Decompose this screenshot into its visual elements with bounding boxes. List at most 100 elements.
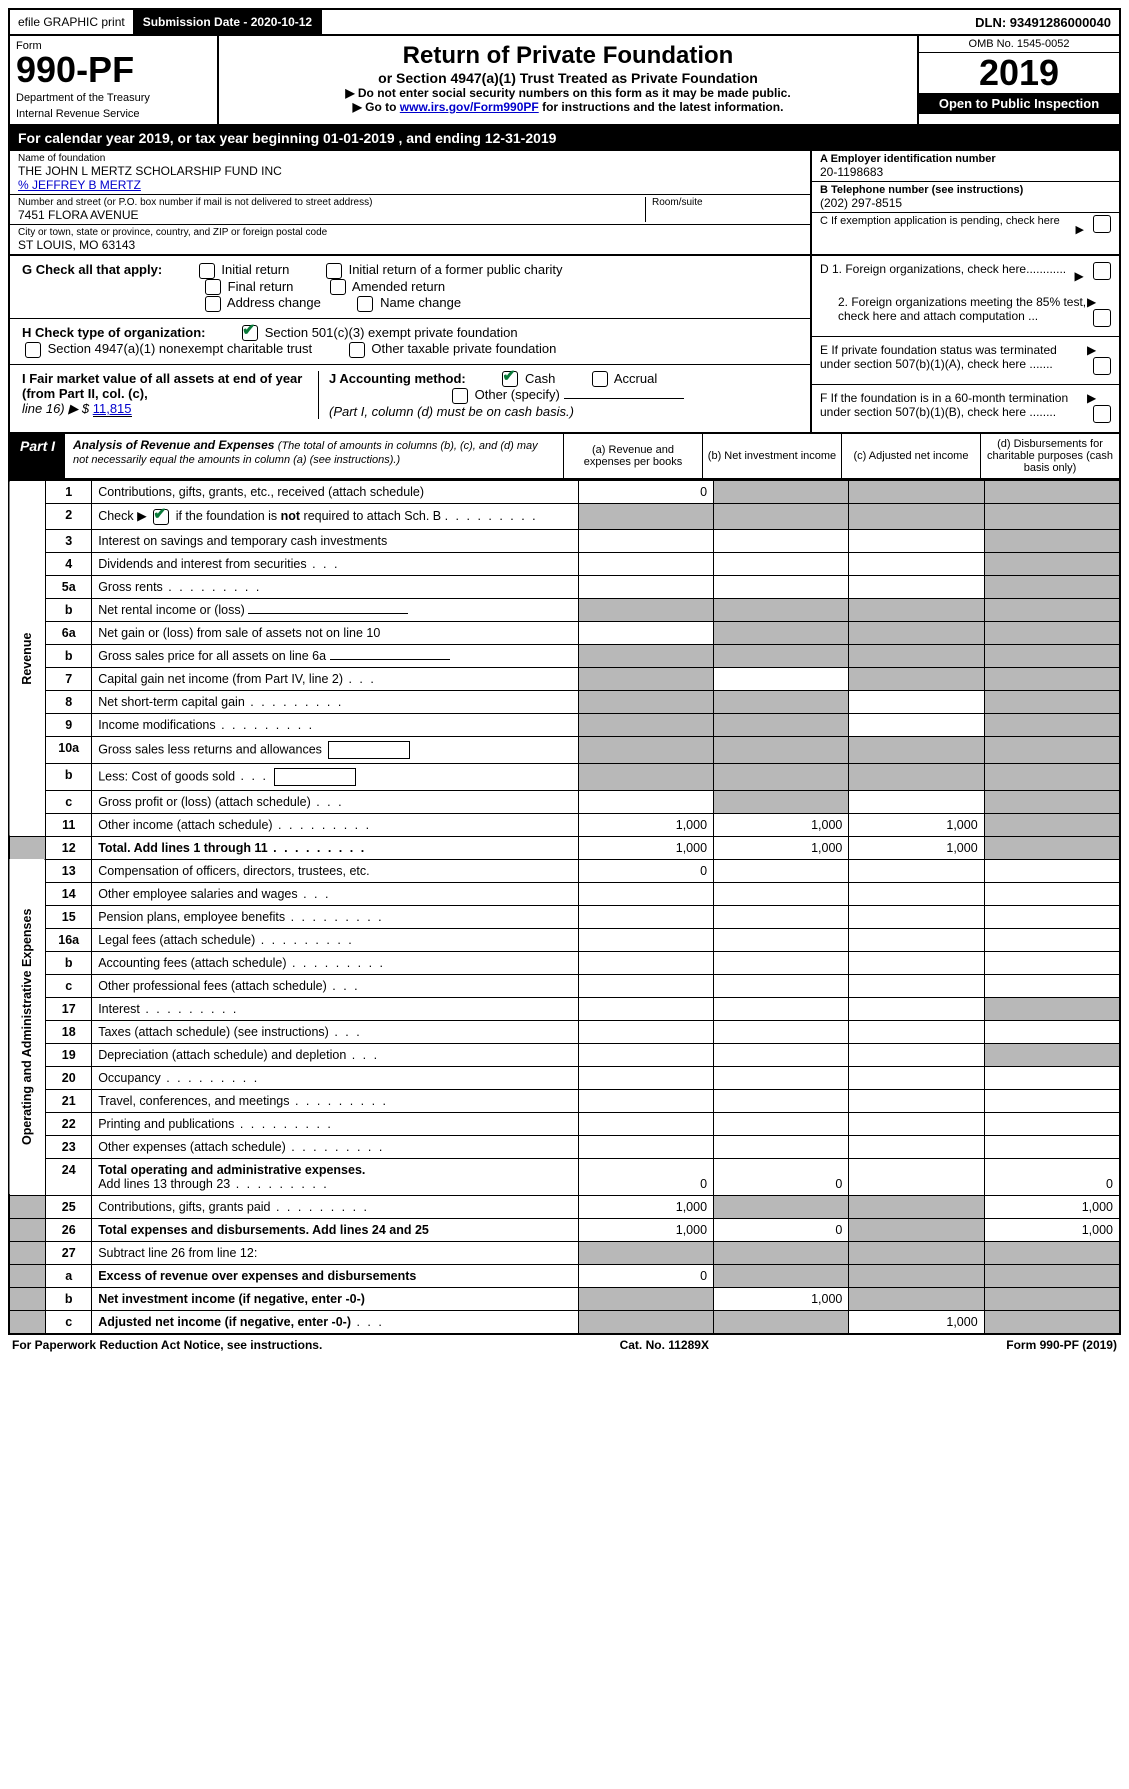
- i-label: I Fair market value of all assets at end…: [22, 371, 302, 401]
- row-27b: bNet investment income (if negative, ent…: [9, 1287, 1120, 1310]
- city-state-zip: ST LOUIS, MO 63143: [18, 238, 802, 252]
- fmv-value[interactable]: 11,815: [93, 401, 132, 417]
- g-former-label: Initial return of a former public charit…: [349, 262, 563, 277]
- tax-year: 2019: [919, 53, 1119, 93]
- row-24: 24Total operating and administrative exp…: [9, 1158, 1120, 1195]
- address: 7451 FLORA AVENUE: [18, 208, 645, 222]
- r25-d: 1,000: [984, 1195, 1120, 1218]
- phone-cell: B Telephone number (see instructions) (2…: [812, 181, 1119, 212]
- row-2: 2 Check ▶ if the foundation is not requi…: [9, 504, 1120, 530]
- col-a-header: (a) Revenue and expenses per books: [564, 434, 703, 478]
- dept-treasury: Department of the Treasury: [16, 92, 211, 104]
- dept-irs: Internal Revenue Service: [16, 108, 211, 120]
- row-10c: cGross profit or (loss) (attach schedule…: [9, 790, 1120, 813]
- ck-501c3[interactable]: [242, 325, 258, 341]
- desc-9: Income modifications: [92, 713, 579, 736]
- e-checkbox[interactable]: [1093, 357, 1111, 375]
- desc-1: Contributions, gifts, grants, etc., rece…: [92, 481, 579, 504]
- ck-cash[interactable]: [502, 371, 518, 387]
- desc-27b: Net investment income (if negative, ente…: [92, 1287, 579, 1310]
- e-label: E If private foundation status was termi…: [820, 343, 1087, 371]
- d2-item: 2. Foreign organizations meeting the 85%…: [812, 289, 1119, 336]
- ck-other-taxable[interactable]: [349, 342, 365, 358]
- row-10b: bLess: Cost of goods sold: [9, 763, 1120, 790]
- row-5a: 5aGross rents: [9, 575, 1120, 598]
- r24-a: 0: [578, 1158, 713, 1195]
- j-accrual-label: Accrual: [614, 371, 657, 386]
- row-27: 27Subtract line 26 from line 12:: [9, 1241, 1120, 1264]
- row-16a: 16aLegal fees (attach schedule): [9, 928, 1120, 951]
- desc-8: Net short-term capital gain: [92, 690, 579, 713]
- r27b-b: 1,000: [714, 1287, 849, 1310]
- ck-sch-b[interactable]: [153, 509, 169, 525]
- exemption-pending: C If exemption application is pending, c…: [812, 212, 1119, 238]
- ck-final-return[interactable]: [205, 279, 221, 295]
- ck-initial-former[interactable]: [326, 263, 342, 279]
- checks-area: G Check all that apply: Initial return I…: [8, 256, 1121, 434]
- desc-10c: Gross profit or (loss) (attach schedule): [92, 790, 579, 813]
- part1-title: Analysis of Revenue and Expenses (The to…: [65, 434, 564, 478]
- efile-label[interactable]: efile GRAPHIC print: [10, 10, 135, 34]
- row-4: 4Dividends and interest from securities: [9, 552, 1120, 575]
- row-14: 14Other employee salaries and wages: [9, 882, 1120, 905]
- r24-d: 0: [984, 1158, 1120, 1195]
- ck-initial-return[interactable]: [199, 263, 215, 279]
- irs-link[interactable]: www.irs.gov/Form990PF: [400, 100, 539, 114]
- row-22: 22Printing and publications: [9, 1112, 1120, 1135]
- desc-16a: Legal fees (attach schedule): [92, 928, 579, 951]
- r2-a: [578, 504, 713, 530]
- r2-rest: if the foundation is not required to att…: [176, 509, 441, 523]
- desc-16c: Other professional fees (attach schedule…: [92, 974, 579, 997]
- d1-checkbox[interactable]: [1093, 262, 1111, 280]
- r1-b: [714, 481, 849, 504]
- desc-5a: Gross rents: [92, 575, 579, 598]
- c-checkbox[interactable]: [1093, 215, 1111, 233]
- j-label: J Accounting method:: [329, 371, 466, 386]
- header-center: Return of Private Foundation or Section …: [219, 36, 919, 124]
- row-21: 21Travel, conferences, and meetings: [9, 1089, 1120, 1112]
- form-header: Form 990-PF Department of the Treasury I…: [8, 36, 1121, 126]
- row-12: 12Total. Add lines 1 through 111,0001,00…: [9, 836, 1120, 859]
- footer-left: For Paperwork Reduction Act Notice, see …: [12, 1338, 322, 1352]
- care-of[interactable]: % JEFFREY B MERTZ: [18, 178, 802, 192]
- r2-b: [714, 504, 849, 530]
- ck-amended-return[interactable]: [330, 279, 346, 295]
- g-label: G Check all that apply:: [22, 262, 162, 277]
- entity-left: Name of foundation THE JOHN L MERTZ SCHO…: [10, 150, 810, 254]
- row-27c: cAdjusted net income (if negative, enter…: [9, 1310, 1120, 1334]
- ck-name-change[interactable]: [357, 296, 373, 312]
- instr-goto-pre: ▶ Go to: [353, 100, 400, 114]
- row-8: 8Net short-term capital gain: [9, 690, 1120, 713]
- f-label: F If the foundation is in a 60-month ter…: [820, 391, 1087, 419]
- instr-goto-post: for instructions and the latest informat…: [542, 100, 783, 114]
- col-c-header: (c) Adjusted net income: [842, 434, 981, 478]
- desc-15: Pension plans, employee benefits: [92, 905, 579, 928]
- c-label: C If exemption application is pending, c…: [820, 215, 1060, 227]
- d2-checkbox[interactable]: [1093, 309, 1111, 327]
- desc-25: Contributions, gifts, grants paid: [92, 1195, 579, 1218]
- desc-26: Total expenses and disbursements. Add li…: [92, 1218, 579, 1241]
- ck-address-change[interactable]: [205, 296, 221, 312]
- phone-value: (202) 297-8515: [820, 196, 1111, 210]
- ck-other-method[interactable]: [452, 388, 468, 404]
- part1-title-bold: Analysis of Revenue and Expenses: [73, 438, 274, 452]
- row-6a: 6aNet gain or (loss) from sale of assets…: [9, 621, 1120, 644]
- name-label: Name of foundation: [18, 153, 802, 164]
- desc-7: Capital gain net income (from Part IV, l…: [92, 667, 579, 690]
- h-501c3-label: Section 501(c)(3) exempt private foundat…: [265, 325, 518, 340]
- desc-11: Other income (attach schedule): [92, 813, 579, 836]
- f-checkbox[interactable]: [1093, 405, 1111, 423]
- row-17: 17Interest: [9, 997, 1120, 1020]
- ck-4947[interactable]: [25, 342, 41, 358]
- row-15: 15Pension plans, employee benefits: [9, 905, 1120, 928]
- room-label: Room/suite: [652, 197, 802, 208]
- desc-18: Taxes (attach schedule) (see instruction…: [92, 1020, 579, 1043]
- dln: DLN: 93491286000040: [967, 10, 1119, 34]
- d2-label: 2. Foreign organizations meeting the 85%…: [820, 295, 1087, 323]
- row-11: 11Other income (attach schedule)1,0001,0…: [9, 813, 1120, 836]
- r26-b: 0: [714, 1218, 849, 1241]
- foundation-name: THE JOHN L MERTZ SCHOLARSHIP FUND INC: [18, 164, 802, 178]
- ck-accrual[interactable]: [592, 371, 608, 387]
- desc-6b: Gross sales price for all assets on line…: [92, 644, 579, 667]
- city-row: City or town, state or province, country…: [10, 224, 810, 254]
